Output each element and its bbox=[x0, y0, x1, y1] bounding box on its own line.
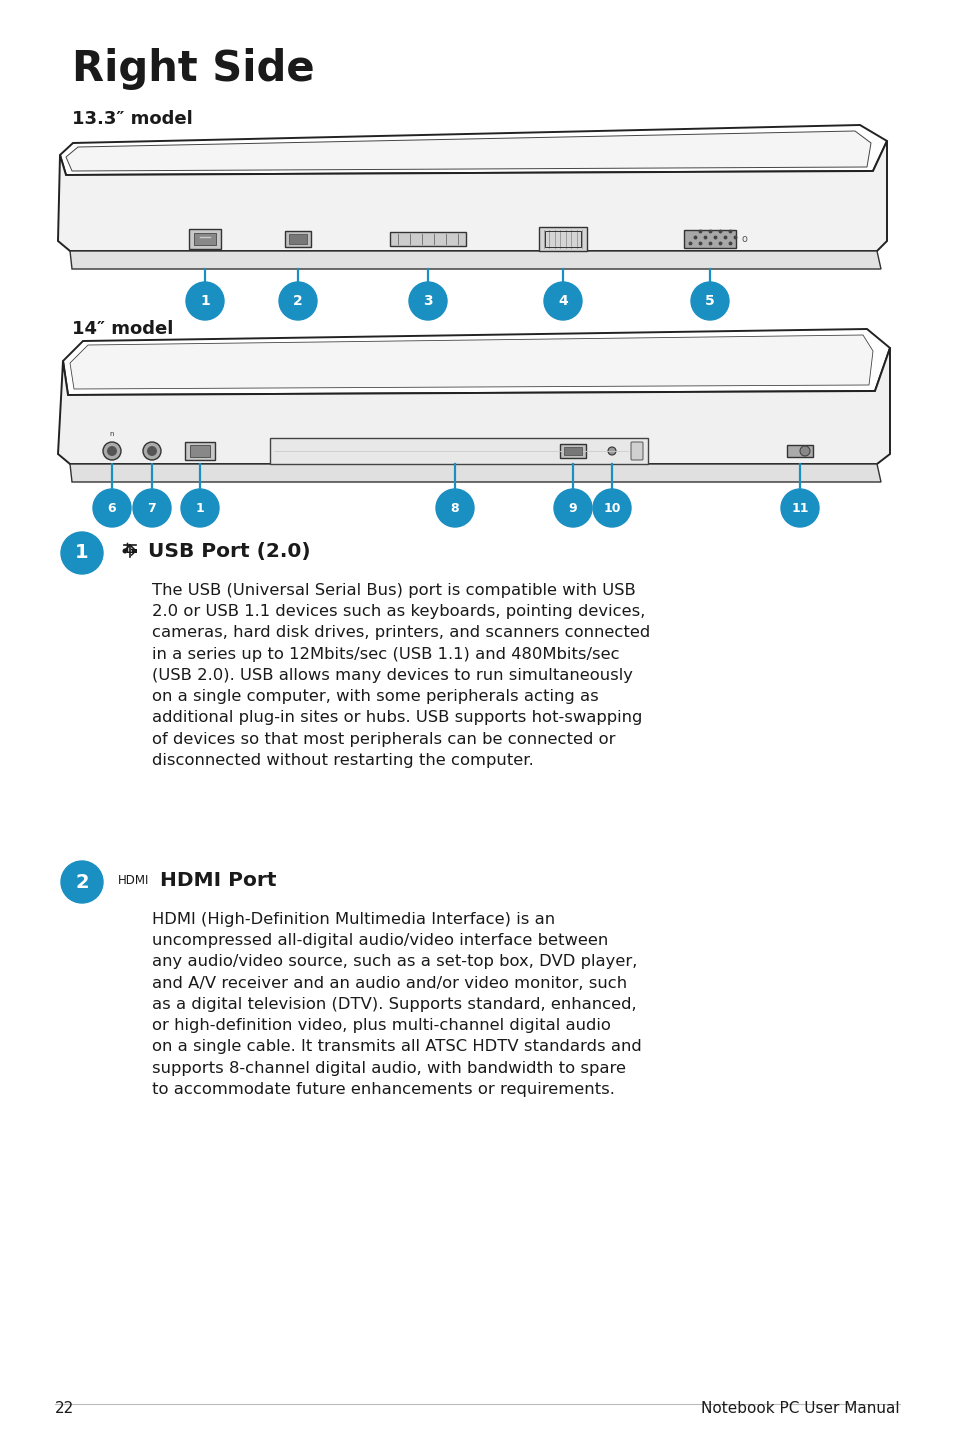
Circle shape bbox=[781, 489, 818, 526]
FancyBboxPatch shape bbox=[185, 441, 214, 460]
Circle shape bbox=[181, 489, 219, 526]
Polygon shape bbox=[63, 329, 889, 395]
Text: 5: 5 bbox=[704, 293, 714, 308]
Text: 3: 3 bbox=[423, 293, 433, 308]
Circle shape bbox=[107, 446, 117, 456]
Text: The USB (Universal Serial Bus) port is compatible with USB
2.0 or USB 1.1 device: The USB (Universal Serial Bus) port is c… bbox=[152, 582, 650, 768]
Polygon shape bbox=[70, 335, 872, 390]
Text: ↳: ↳ bbox=[122, 542, 137, 559]
Polygon shape bbox=[70, 464, 880, 482]
Text: 10: 10 bbox=[602, 502, 620, 515]
Circle shape bbox=[147, 446, 157, 456]
Circle shape bbox=[61, 532, 103, 574]
Circle shape bbox=[593, 489, 630, 526]
Text: n: n bbox=[110, 431, 114, 437]
Circle shape bbox=[143, 441, 161, 460]
Circle shape bbox=[132, 489, 171, 526]
FancyBboxPatch shape bbox=[132, 549, 137, 554]
Text: 9: 9 bbox=[568, 502, 577, 515]
FancyBboxPatch shape bbox=[270, 439, 647, 464]
Circle shape bbox=[278, 282, 316, 321]
Text: 2: 2 bbox=[75, 873, 89, 892]
Polygon shape bbox=[58, 348, 889, 464]
Polygon shape bbox=[66, 131, 870, 171]
Text: HDMI Port: HDMI Port bbox=[160, 870, 276, 890]
Polygon shape bbox=[58, 141, 886, 252]
Text: Notebook PC User Manual: Notebook PC User Manual bbox=[700, 1401, 899, 1416]
Text: 22: 22 bbox=[55, 1401, 74, 1416]
Text: 7: 7 bbox=[148, 502, 156, 515]
Polygon shape bbox=[60, 125, 886, 175]
Text: 2: 2 bbox=[293, 293, 302, 308]
Text: 13.3″ model: 13.3″ model bbox=[71, 109, 193, 128]
Text: o: o bbox=[741, 234, 747, 244]
FancyBboxPatch shape bbox=[189, 229, 221, 249]
FancyBboxPatch shape bbox=[193, 233, 215, 244]
Circle shape bbox=[690, 282, 728, 321]
Circle shape bbox=[186, 282, 224, 321]
Text: 8: 8 bbox=[450, 502, 458, 515]
Text: HDMI (High-Definition Multimedia Interface) is an
uncompressed all-digital audio: HDMI (High-Definition Multimedia Interfa… bbox=[152, 912, 641, 1097]
FancyBboxPatch shape bbox=[390, 232, 465, 246]
Text: 1: 1 bbox=[75, 544, 89, 562]
Text: 4: 4 bbox=[558, 293, 567, 308]
FancyBboxPatch shape bbox=[559, 444, 585, 457]
FancyBboxPatch shape bbox=[563, 447, 581, 454]
Text: HDMI: HDMI bbox=[118, 873, 150, 886]
Text: 6: 6 bbox=[108, 502, 116, 515]
Circle shape bbox=[409, 282, 447, 321]
FancyBboxPatch shape bbox=[285, 232, 311, 247]
FancyBboxPatch shape bbox=[786, 444, 812, 457]
Circle shape bbox=[61, 861, 103, 903]
Circle shape bbox=[607, 447, 616, 454]
Text: 14″ model: 14″ model bbox=[71, 321, 173, 338]
FancyBboxPatch shape bbox=[190, 444, 210, 457]
Text: 1: 1 bbox=[200, 293, 210, 308]
Text: USB Port (2.0): USB Port (2.0) bbox=[148, 542, 311, 561]
FancyBboxPatch shape bbox=[538, 227, 586, 252]
FancyBboxPatch shape bbox=[289, 234, 307, 244]
Text: 11: 11 bbox=[790, 502, 808, 515]
Circle shape bbox=[554, 489, 592, 526]
Circle shape bbox=[436, 489, 474, 526]
Circle shape bbox=[92, 489, 131, 526]
Text: 1: 1 bbox=[195, 502, 204, 515]
Circle shape bbox=[122, 548, 128, 554]
Text: Right Side: Right Side bbox=[71, 47, 314, 91]
Polygon shape bbox=[70, 252, 880, 269]
Circle shape bbox=[103, 441, 121, 460]
Circle shape bbox=[543, 282, 581, 321]
FancyBboxPatch shape bbox=[683, 230, 735, 247]
Circle shape bbox=[800, 446, 809, 456]
FancyBboxPatch shape bbox=[630, 441, 642, 460]
